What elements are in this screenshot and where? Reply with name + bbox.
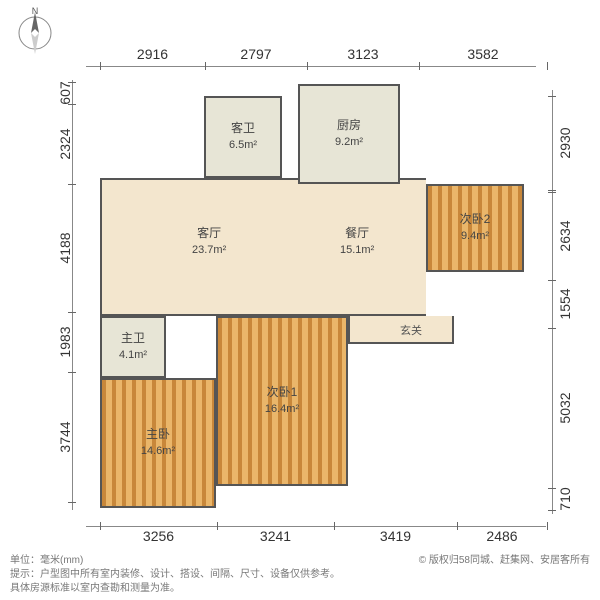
- dim-line-bottom: [86, 526, 546, 527]
- dim-top-2: 3123: [307, 46, 419, 62]
- dim-left-0: 607: [57, 68, 73, 118]
- dim-right-1: 2634: [557, 211, 573, 261]
- room-master: 主卧14.6m²: [100, 378, 216, 508]
- dim-right-0: 2930: [557, 118, 573, 168]
- dim-top-0: 2916: [100, 46, 205, 62]
- floor-plan-container: N 2916279731233582 3256324134192486 6072…: [0, 0, 600, 600]
- dim-top-3: 3582: [419, 46, 547, 62]
- dim-left-4: 3744: [57, 412, 73, 462]
- room-label-dining: 餐厅15.1m²: [340, 226, 374, 257]
- dim-right-4: 710: [557, 474, 573, 524]
- dim-line-right: [552, 90, 553, 514]
- dim-right-3: 5032: [557, 383, 573, 433]
- room-master_bath: 主卫4.1m²: [100, 316, 166, 378]
- entry-label: 玄关: [400, 322, 422, 338]
- room-bed2: 次卧29.4m²: [426, 184, 524, 272]
- compass-icon: N: [10, 6, 60, 56]
- room-guest_bath: 客卫6.5m²: [204, 96, 282, 178]
- dim-bottom-0: 3256: [100, 528, 217, 544]
- room-kitchen: 厨房9.2m²: [298, 84, 400, 184]
- footer-note: 具体房源标准以室内查勘和测量为准。: [10, 582, 590, 596]
- compass: N: [10, 6, 60, 56]
- dim-bottom-3: 2486: [457, 528, 547, 544]
- dim-bottom-1: 3241: [217, 528, 334, 544]
- room-bed1: 次卧116.4m²: [216, 316, 348, 486]
- compass-label: N: [32, 6, 39, 16]
- room-label-master_bath: 主卫4.1m²: [119, 331, 147, 362]
- floor-plan: 客卫6.5m² 厨房9.2m² 次卧29.4m² 主卫4.1m² 次卧116.4m² 主卧…: [86, 74, 524, 510]
- dim-bottom-2: 3419: [334, 528, 457, 544]
- room-main-area: [100, 178, 426, 316]
- dim-top-1: 2797: [205, 46, 307, 62]
- copyright: © 版权归58同城、赶集网、安居客所有: [419, 554, 590, 568]
- dim-right-2: 1554: [557, 279, 573, 329]
- room-label-kitchen: 厨房9.2m²: [335, 118, 363, 149]
- footer-tip: 提示：户型图中所有室内装修、设计、搭设、间隔、尺寸、设备仅供参考。: [10, 568, 590, 582]
- room-label-bed2: 次卧29.4m²: [460, 212, 491, 243]
- room-label-master: 主卧14.6m²: [141, 427, 175, 458]
- dim-left-1: 2324: [57, 119, 73, 169]
- room-label-guest_bath: 客卫6.5m²: [229, 121, 257, 152]
- dim-left-2: 4188: [57, 223, 73, 273]
- room-label-living: 客厅23.7m²: [192, 226, 226, 257]
- room-label-bed1: 次卧116.4m²: [265, 385, 299, 416]
- dim-line-top: [86, 66, 536, 67]
- dim-left-3: 1983: [57, 317, 73, 367]
- footer: © 版权归58同城、赶集网、安居客所有 单位：毫米(mm) 提示：户型图中所有室…: [10, 554, 590, 596]
